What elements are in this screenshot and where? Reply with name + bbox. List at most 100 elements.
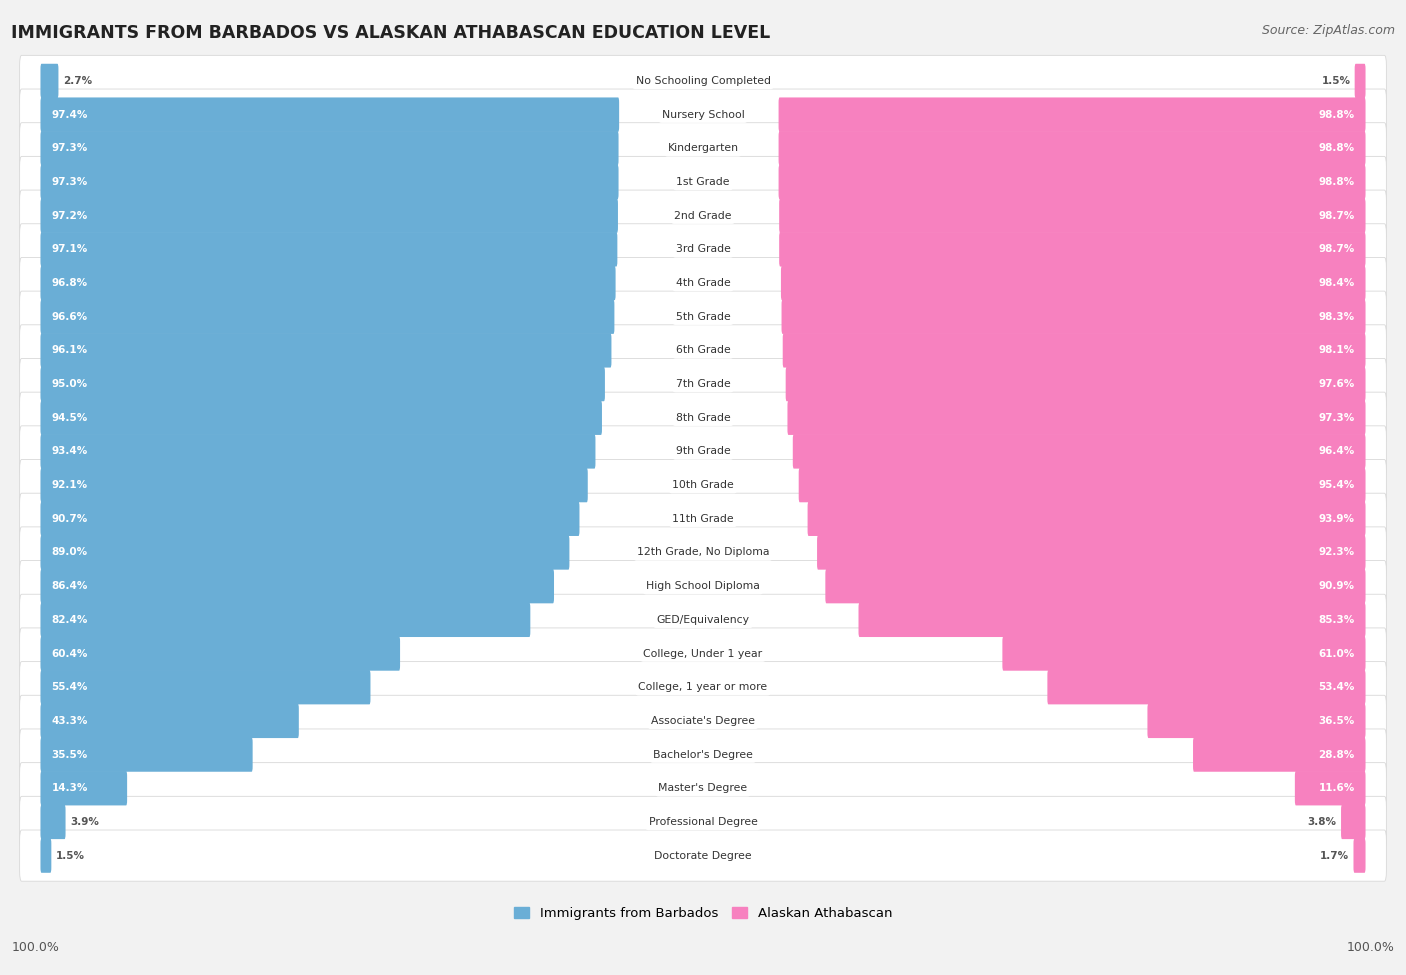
Text: GED/Equivalency: GED/Equivalency [657, 615, 749, 625]
FancyBboxPatch shape [783, 333, 1365, 368]
FancyBboxPatch shape [20, 257, 1386, 309]
Text: 97.2%: 97.2% [52, 211, 87, 220]
FancyBboxPatch shape [20, 426, 1386, 477]
Text: 1.5%: 1.5% [1322, 76, 1350, 86]
Text: 1.7%: 1.7% [1320, 850, 1350, 861]
Text: 7th Grade: 7th Grade [676, 379, 730, 389]
Text: Source: ZipAtlas.com: Source: ZipAtlas.com [1261, 24, 1395, 37]
FancyBboxPatch shape [41, 737, 253, 772]
Text: 4th Grade: 4th Grade [676, 278, 730, 288]
Text: 82.4%: 82.4% [52, 615, 87, 625]
Text: 43.3%: 43.3% [52, 716, 87, 725]
Text: 98.3%: 98.3% [1319, 312, 1354, 322]
FancyBboxPatch shape [20, 325, 1386, 376]
FancyBboxPatch shape [41, 367, 605, 402]
FancyBboxPatch shape [41, 98, 619, 132]
Text: 10th Grade: 10th Grade [672, 480, 734, 490]
FancyBboxPatch shape [20, 729, 1386, 780]
FancyBboxPatch shape [41, 569, 554, 604]
Text: 2nd Grade: 2nd Grade [675, 211, 731, 220]
FancyBboxPatch shape [41, 704, 299, 738]
Text: 85.3%: 85.3% [1319, 615, 1354, 625]
FancyBboxPatch shape [1341, 804, 1365, 839]
Text: 97.6%: 97.6% [1319, 379, 1354, 389]
FancyBboxPatch shape [779, 199, 1365, 233]
Text: 90.9%: 90.9% [1319, 581, 1354, 591]
Text: 9th Grade: 9th Grade [676, 447, 730, 456]
FancyBboxPatch shape [1147, 704, 1365, 738]
Text: 97.1%: 97.1% [52, 245, 87, 254]
FancyBboxPatch shape [20, 156, 1386, 208]
FancyBboxPatch shape [20, 392, 1386, 444]
Text: 97.3%: 97.3% [52, 143, 87, 153]
Text: 98.8%: 98.8% [1319, 143, 1354, 153]
FancyBboxPatch shape [41, 501, 579, 536]
Text: 98.1%: 98.1% [1319, 345, 1354, 356]
Text: High School Diploma: High School Diploma [647, 581, 759, 591]
FancyBboxPatch shape [20, 662, 1386, 713]
FancyBboxPatch shape [20, 56, 1386, 106]
FancyBboxPatch shape [41, 804, 66, 839]
Text: Professional Degree: Professional Degree [648, 817, 758, 827]
Text: 93.4%: 93.4% [52, 447, 87, 456]
Text: 96.6%: 96.6% [52, 312, 87, 322]
FancyBboxPatch shape [799, 468, 1365, 502]
FancyBboxPatch shape [20, 830, 1386, 881]
FancyBboxPatch shape [41, 670, 370, 704]
FancyBboxPatch shape [1047, 670, 1365, 704]
Text: 6th Grade: 6th Grade [676, 345, 730, 356]
FancyBboxPatch shape [859, 603, 1365, 637]
Text: 86.4%: 86.4% [52, 581, 87, 591]
Text: 98.7%: 98.7% [1319, 245, 1354, 254]
FancyBboxPatch shape [20, 561, 1386, 611]
Text: 92.3%: 92.3% [1319, 548, 1354, 558]
Text: 97.3%: 97.3% [1319, 412, 1354, 423]
Text: Nursery School: Nursery School [662, 109, 744, 120]
FancyBboxPatch shape [41, 434, 596, 469]
FancyBboxPatch shape [786, 367, 1365, 402]
Text: 5th Grade: 5th Grade [676, 312, 730, 322]
FancyBboxPatch shape [41, 637, 401, 671]
Text: 12th Grade, No Diploma: 12th Grade, No Diploma [637, 548, 769, 558]
FancyBboxPatch shape [41, 401, 602, 435]
Text: 97.4%: 97.4% [52, 109, 87, 120]
FancyBboxPatch shape [20, 526, 1386, 578]
Text: 95.4%: 95.4% [1319, 480, 1354, 490]
FancyBboxPatch shape [41, 199, 619, 233]
FancyBboxPatch shape [20, 493, 1386, 544]
Text: College, 1 year or more: College, 1 year or more [638, 682, 768, 692]
FancyBboxPatch shape [1194, 737, 1365, 772]
FancyBboxPatch shape [787, 401, 1365, 435]
FancyBboxPatch shape [41, 131, 619, 166]
Text: 98.7%: 98.7% [1319, 211, 1354, 220]
FancyBboxPatch shape [20, 594, 1386, 645]
Text: 35.5%: 35.5% [52, 750, 87, 760]
Text: 90.7%: 90.7% [52, 514, 87, 524]
FancyBboxPatch shape [779, 232, 1365, 266]
FancyBboxPatch shape [20, 123, 1386, 174]
Text: 28.8%: 28.8% [1319, 750, 1354, 760]
FancyBboxPatch shape [20, 762, 1386, 814]
FancyBboxPatch shape [20, 190, 1386, 241]
Text: 14.3%: 14.3% [52, 783, 87, 794]
Text: 100.0%: 100.0% [11, 941, 59, 954]
FancyBboxPatch shape [20, 89, 1386, 140]
Text: 11.6%: 11.6% [1319, 783, 1354, 794]
FancyBboxPatch shape [779, 165, 1365, 199]
FancyBboxPatch shape [1354, 63, 1365, 98]
Text: 8th Grade: 8th Grade [676, 412, 730, 423]
Text: 98.4%: 98.4% [1319, 278, 1354, 288]
FancyBboxPatch shape [20, 223, 1386, 275]
Text: 96.8%: 96.8% [52, 278, 87, 288]
FancyBboxPatch shape [41, 333, 612, 368]
Text: Associate's Degree: Associate's Degree [651, 716, 755, 725]
FancyBboxPatch shape [20, 695, 1386, 747]
Text: 94.5%: 94.5% [52, 412, 87, 423]
Text: 92.1%: 92.1% [52, 480, 87, 490]
FancyBboxPatch shape [20, 292, 1386, 342]
Text: Kindergarten: Kindergarten [668, 143, 738, 153]
FancyBboxPatch shape [817, 535, 1365, 569]
Text: No Schooling Completed: No Schooling Completed [636, 76, 770, 86]
Text: 55.4%: 55.4% [52, 682, 87, 692]
FancyBboxPatch shape [1354, 838, 1365, 873]
